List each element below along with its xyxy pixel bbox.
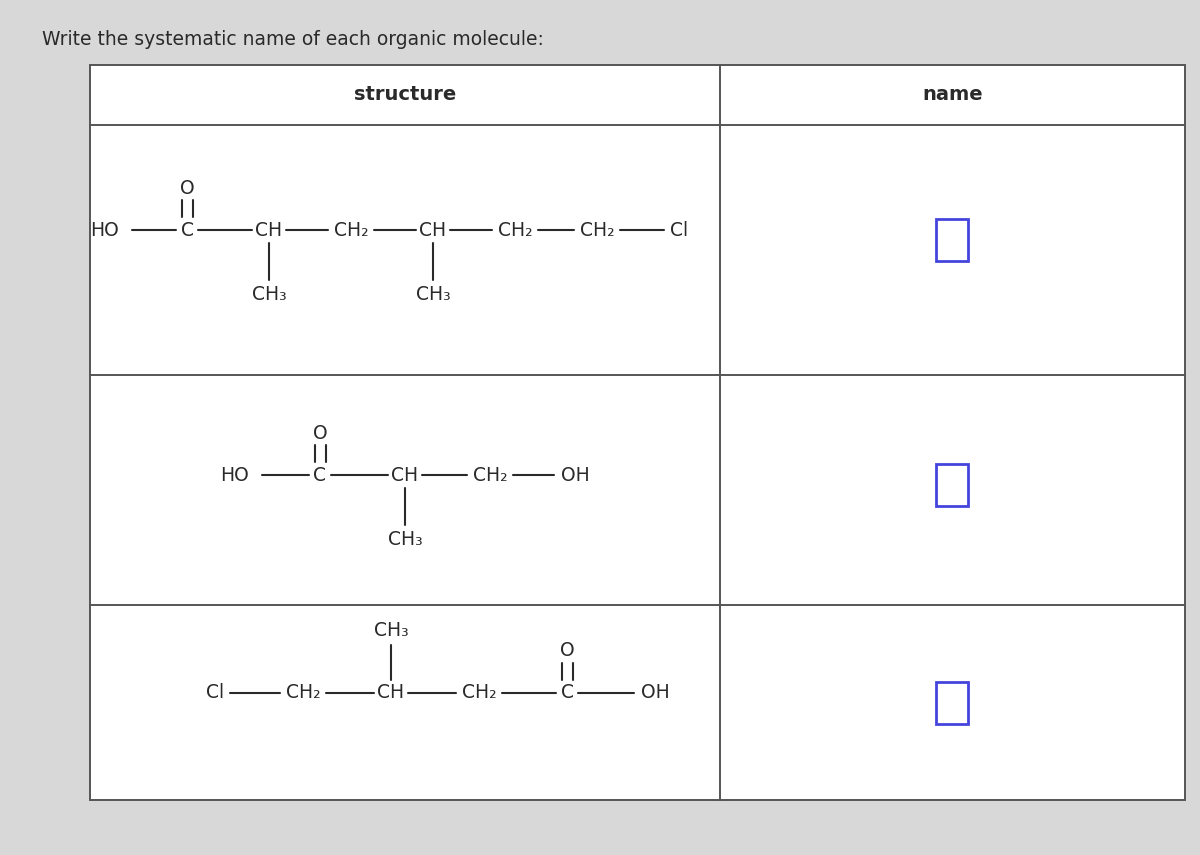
FancyBboxPatch shape [936, 464, 968, 506]
Text: CH: CH [378, 683, 404, 702]
Text: CH₃: CH₃ [415, 285, 450, 304]
Text: CH₂: CH₂ [580, 221, 614, 239]
Text: HO: HO [221, 465, 250, 485]
Text: CH₃: CH₃ [388, 529, 422, 549]
Text: CH₃: CH₃ [373, 621, 408, 640]
Text: C: C [313, 465, 326, 485]
Text: CH: CH [256, 221, 282, 239]
Text: CH₂: CH₂ [286, 683, 320, 702]
Text: O: O [180, 179, 194, 198]
Text: O: O [313, 423, 328, 443]
FancyBboxPatch shape [936, 681, 968, 723]
Text: CH₃: CH₃ [252, 285, 287, 304]
FancyBboxPatch shape [936, 219, 968, 261]
Text: CH₂: CH₂ [462, 683, 497, 702]
Text: C: C [180, 221, 193, 239]
Text: structure: structure [354, 86, 456, 104]
Text: O: O [559, 641, 575, 660]
Text: CH₂: CH₂ [498, 221, 533, 239]
Text: C: C [560, 683, 574, 702]
Text: CH: CH [391, 465, 419, 485]
Text: CH: CH [420, 221, 446, 239]
Text: Write the systematic name of each organic molecule:: Write the systematic name of each organi… [42, 30, 544, 49]
Text: OH: OH [641, 683, 670, 702]
Text: HO: HO [91, 221, 119, 239]
Text: Cl: Cl [206, 683, 224, 702]
Text: Cl: Cl [670, 221, 688, 239]
Text: CH₂: CH₂ [473, 465, 508, 485]
Text: name: name [922, 86, 983, 104]
FancyBboxPatch shape [90, 65, 1186, 800]
Text: OH: OH [560, 465, 589, 485]
Text: CH₂: CH₂ [334, 221, 368, 239]
